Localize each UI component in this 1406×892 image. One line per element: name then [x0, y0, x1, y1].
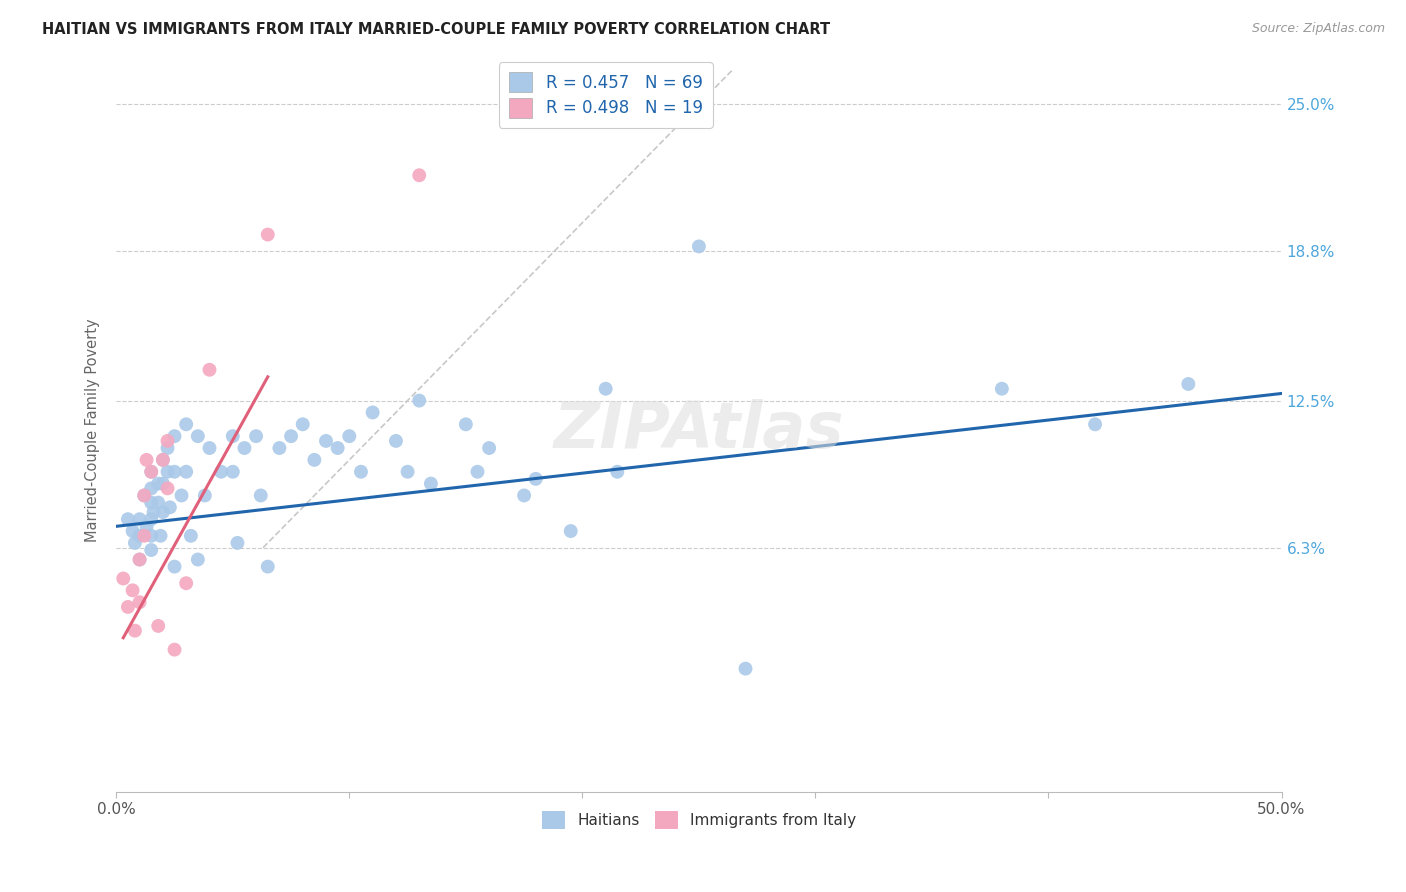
Text: ZIPAtlas: ZIPAtlas [554, 400, 844, 461]
Text: Source: ZipAtlas.com: Source: ZipAtlas.com [1251, 22, 1385, 36]
Point [163, 559, 186, 574]
Point [478, 441, 501, 455]
Point [134, 529, 156, 543]
Point [1084, 417, 1107, 432]
Point [396, 465, 419, 479]
Point [454, 417, 477, 432]
Point [233, 441, 256, 455]
Point [135, 453, 157, 467]
Point [194, 488, 217, 502]
Point [148, 619, 170, 633]
Point [326, 441, 349, 455]
Point [174, 576, 197, 591]
Point [117, 512, 139, 526]
Point [513, 488, 536, 502]
Point [385, 434, 408, 448]
Point [419, 476, 441, 491]
Y-axis label: Married-Couple Family Poverty: Married-Couple Family Poverty [86, 318, 100, 542]
Point [304, 453, 326, 467]
Point [152, 453, 174, 467]
Point [315, 434, 337, 448]
Point [174, 417, 197, 432]
Point [128, 552, 150, 566]
Point [141, 529, 163, 543]
Point [152, 476, 174, 491]
Point [156, 481, 179, 495]
Point [163, 429, 186, 443]
Point [688, 239, 710, 253]
Point [560, 524, 582, 538]
Point [141, 512, 163, 526]
Point [198, 363, 221, 377]
Point [991, 382, 1014, 396]
Point [141, 465, 163, 479]
Point [1177, 376, 1199, 391]
Point [245, 429, 267, 443]
Point [128, 552, 150, 566]
Point [209, 465, 232, 479]
Point [222, 465, 245, 479]
Point [280, 429, 302, 443]
Point [124, 536, 146, 550]
Point [337, 429, 360, 443]
Point [112, 572, 135, 586]
Point [141, 543, 163, 558]
Point [467, 465, 489, 479]
Point [269, 441, 291, 455]
Point [361, 405, 384, 419]
Point [734, 662, 756, 676]
Point [148, 495, 170, 509]
Point [163, 642, 186, 657]
Point [180, 529, 202, 543]
Point [408, 168, 430, 182]
Point [524, 472, 547, 486]
Point [142, 505, 165, 519]
Point [198, 441, 221, 455]
Point [152, 505, 174, 519]
Point [149, 529, 172, 543]
Point [152, 453, 174, 467]
Point [141, 465, 163, 479]
Point [174, 465, 197, 479]
Point [141, 495, 163, 509]
Point [187, 552, 209, 566]
Point [291, 417, 314, 432]
Point [128, 529, 150, 543]
Point [222, 429, 245, 443]
Point [156, 441, 179, 455]
Point [128, 595, 150, 609]
Point [249, 488, 271, 502]
Point [187, 429, 209, 443]
Point [121, 583, 143, 598]
Point [350, 465, 373, 479]
Legend: Haitians, Immigrants from Italy: Haitians, Immigrants from Italy [536, 805, 862, 835]
Point [256, 227, 278, 242]
Point [408, 393, 430, 408]
Point [156, 465, 179, 479]
Point [135, 519, 157, 533]
Point [595, 382, 617, 396]
Point [170, 488, 193, 502]
Point [121, 524, 143, 538]
Point [124, 624, 146, 638]
Point [117, 599, 139, 614]
Point [256, 559, 278, 574]
Point [128, 512, 150, 526]
Point [148, 476, 170, 491]
Point [159, 500, 181, 515]
Text: HAITIAN VS IMMIGRANTS FROM ITALY MARRIED-COUPLE FAMILY POVERTY CORRELATION CHART: HAITIAN VS IMMIGRANTS FROM ITALY MARRIED… [42, 22, 831, 37]
Point [156, 434, 179, 448]
Point [606, 465, 628, 479]
Point [134, 488, 156, 502]
Point [134, 488, 156, 502]
Point [226, 536, 249, 550]
Point [163, 465, 186, 479]
Point [141, 481, 163, 495]
